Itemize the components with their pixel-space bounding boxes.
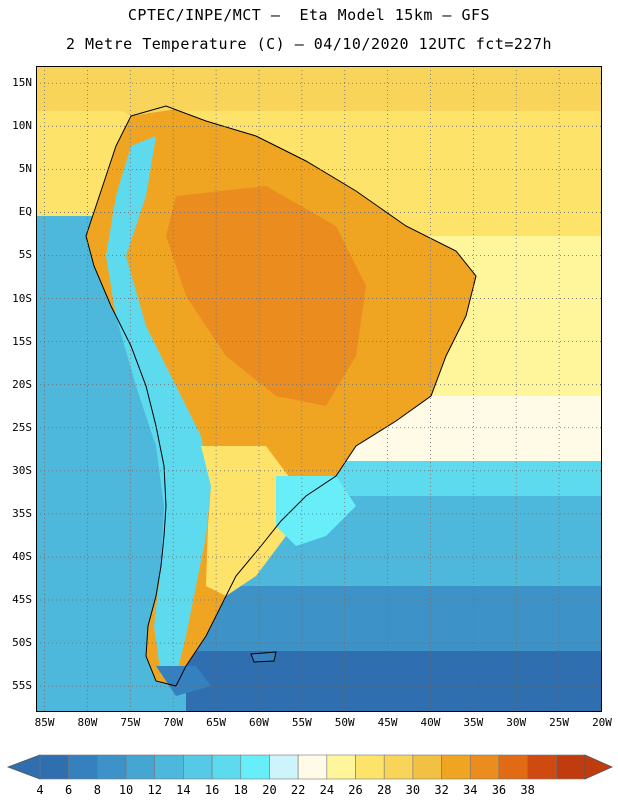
colorbar-canvas bbox=[6, 754, 613, 780]
colorbar-segment bbox=[326, 754, 356, 780]
lat-tick-label: 10N bbox=[12, 119, 32, 133]
lon-tick-label: 25W bbox=[549, 716, 570, 729]
colorbar-segment bbox=[355, 754, 385, 780]
colorbar-segment bbox=[412, 754, 442, 780]
colorbar-tick-label: 6 bbox=[65, 783, 73, 797]
lon-tick-label: 50W bbox=[334, 716, 355, 729]
colorbar-tick-label: 22 bbox=[290, 783, 306, 797]
map-title: CPTEC/INPE/MCT – Eta Model 15km – GFS bbox=[127, 6, 491, 24]
lon-tick-label: 70W bbox=[163, 716, 184, 729]
colorbar-segment bbox=[125, 754, 156, 780]
lon-tick-label: 80W bbox=[77, 716, 98, 729]
map-canvas bbox=[36, 66, 602, 712]
lat-tick-label: 20S bbox=[12, 377, 32, 391]
colorbar bbox=[0, 752, 618, 782]
colorbar-segment bbox=[498, 754, 528, 780]
lat-tick-label: 40S bbox=[12, 549, 32, 563]
colorbar-segment bbox=[556, 754, 586, 780]
lon-tick-label: 65W bbox=[206, 716, 227, 729]
lat-tick-label: 30S bbox=[12, 463, 32, 477]
colorbar-tick-label: 36 bbox=[491, 783, 507, 797]
lon-tick-label: 60W bbox=[249, 716, 269, 729]
lon-tick-label: 30W bbox=[506, 716, 527, 729]
colorbar-tick-label: 20 bbox=[262, 783, 277, 797]
colorbar-tick-label: 10 bbox=[118, 783, 134, 797]
colorbar-tick-label: 34 bbox=[463, 783, 478, 797]
colorbar-arrow-high bbox=[584, 754, 613, 780]
colorbar-tick-label: 24 bbox=[319, 783, 335, 797]
colorbar-segment bbox=[469, 754, 500, 780]
falkland-islands bbox=[250, 651, 277, 663]
colorbar-segment bbox=[97, 754, 127, 780]
colorbar-tick-label: 28 bbox=[376, 783, 392, 797]
lat-tick-label: 35S bbox=[12, 506, 32, 520]
colorbar-tick-label: 38 bbox=[520, 783, 535, 797]
colorbar-segment bbox=[154, 754, 184, 780]
colorbar-segment bbox=[240, 754, 270, 780]
colorbar-segment bbox=[68, 754, 98, 780]
lat-tick-label: 5S bbox=[18, 248, 32, 262]
colorbar-segment bbox=[441, 754, 471, 780]
colorbar-tick-label: 16 bbox=[204, 783, 220, 797]
lon-tick-label: 85W bbox=[34, 716, 55, 729]
lat-tick-label: 5N bbox=[18, 162, 32, 176]
map-frame bbox=[36, 66, 602, 712]
pacific-warm-pool bbox=[36, 156, 96, 216]
lon-tick-label: 55W bbox=[291, 716, 312, 729]
lat-tick-label: 45S bbox=[12, 593, 32, 607]
lat-tick-label: 50S bbox=[12, 636, 32, 650]
colorbar-tick-label: 30 bbox=[405, 783, 421, 797]
colorbar-tick-label: 18 bbox=[233, 783, 248, 797]
brazil-hot-core bbox=[166, 186, 366, 406]
lon-tick-label: 75W bbox=[120, 716, 141, 729]
colorbar-segment bbox=[383, 754, 414, 780]
lat-tick-label: 55S bbox=[12, 679, 32, 693]
colorbar-tick-label: 26 bbox=[348, 783, 363, 797]
andes-cool-strip bbox=[106, 136, 211, 676]
caribbean-coast bbox=[56, 66, 196, 116]
lon-tick-label: 45W bbox=[377, 716, 398, 729]
pacific-cool-water bbox=[36, 216, 186, 712]
colorbar-tick-label: 8 bbox=[93, 783, 101, 797]
colorbar-segment bbox=[297, 754, 328, 780]
lat-tick-label: EQ bbox=[18, 205, 32, 219]
tierra-del-fuego bbox=[156, 666, 211, 696]
colorbar-tick-label: 12 bbox=[147, 783, 162, 797]
colorbar-segment bbox=[183, 754, 213, 780]
southern-cone-cool bbox=[276, 476, 356, 546]
colorbar-segment bbox=[39, 754, 69, 780]
lat-tick-label: 10S bbox=[12, 291, 32, 305]
patagonia-warm bbox=[201, 446, 296, 596]
lon-tick-label: 35W bbox=[463, 716, 484, 729]
lon-tick-label: 40W bbox=[420, 716, 441, 729]
colorbar-tick-label: 32 bbox=[434, 783, 449, 797]
lat-tick-label: 15N bbox=[12, 76, 32, 90]
colorbar-arrow-low bbox=[6, 754, 41, 780]
coastline bbox=[85, 105, 477, 687]
lon-tick-label: 20W bbox=[592, 716, 612, 729]
lat-tick-label: 25S bbox=[12, 420, 32, 434]
colorbar-tick-label: 14 bbox=[176, 783, 191, 797]
colorbar-segment bbox=[211, 754, 242, 780]
map-subtitle: 2 Metre Temperature (C) – 04/10/2020 12U… bbox=[65, 35, 553, 53]
colorbar-segment bbox=[269, 754, 299, 780]
lat-tick-label: 15S bbox=[12, 334, 32, 348]
colorbar-segment bbox=[527, 754, 557, 780]
temperature-map bbox=[36, 66, 602, 712]
colorbar-tick-label: 4 bbox=[36, 783, 44, 797]
